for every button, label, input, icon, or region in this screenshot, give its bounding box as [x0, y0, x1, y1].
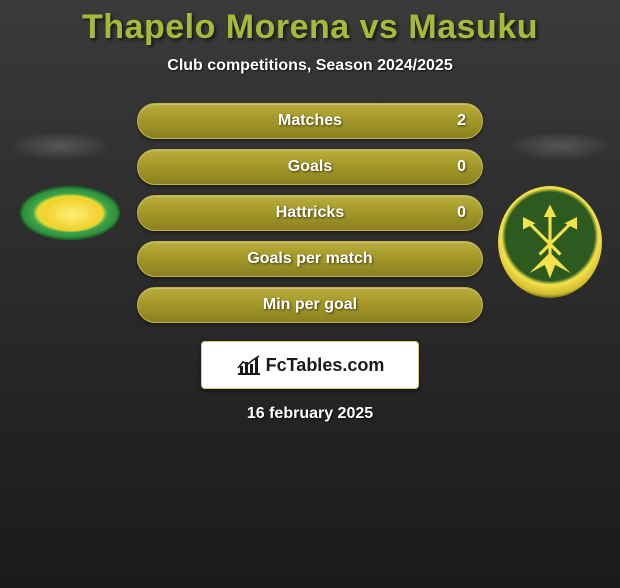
stat-bar-hattricks: Hattricks 0 — [137, 195, 483, 231]
bar-chart-icon — [236, 354, 262, 376]
stat-bar-goals: Goals 0 — [137, 149, 483, 185]
stat-label: Hattricks — [276, 204, 344, 222]
team-badge-golden-arrows — [498, 186, 602, 298]
avatar-placeholder-right — [510, 132, 610, 160]
stat-value: 2 — [457, 112, 466, 130]
stat-label: Matches — [278, 112, 342, 130]
stat-bar-min-per-goal: Min per goal — [137, 287, 483, 323]
page-title: Thapelo Morena vs Masuku — [0, 8, 620, 47]
stat-label: Goals per match — [247, 250, 372, 268]
page-subtitle: Club competitions, Season 2024/2025 — [0, 57, 620, 75]
avatar-placeholder-left — [10, 132, 110, 160]
stats-section: Matches 2 Goals 0 Hattricks 0 Goals per … — [137, 103, 483, 323]
stat-label: Goals — [288, 158, 332, 176]
stat-bar-goals-per-match: Goals per match — [137, 241, 483, 277]
arrows-icon — [498, 186, 602, 298]
stat-value: 0 — [457, 158, 466, 176]
team-badge-sundowns — [20, 186, 120, 240]
brand-text: FcTables.com — [266, 355, 385, 376]
stat-value: 0 — [457, 204, 466, 222]
brand-box[interactable]: FcTables.com — [201, 341, 419, 389]
stat-bar-matches: Matches 2 — [137, 103, 483, 139]
report-date: 16 february 2025 — [0, 405, 620, 423]
stat-label: Min per goal — [263, 296, 357, 314]
